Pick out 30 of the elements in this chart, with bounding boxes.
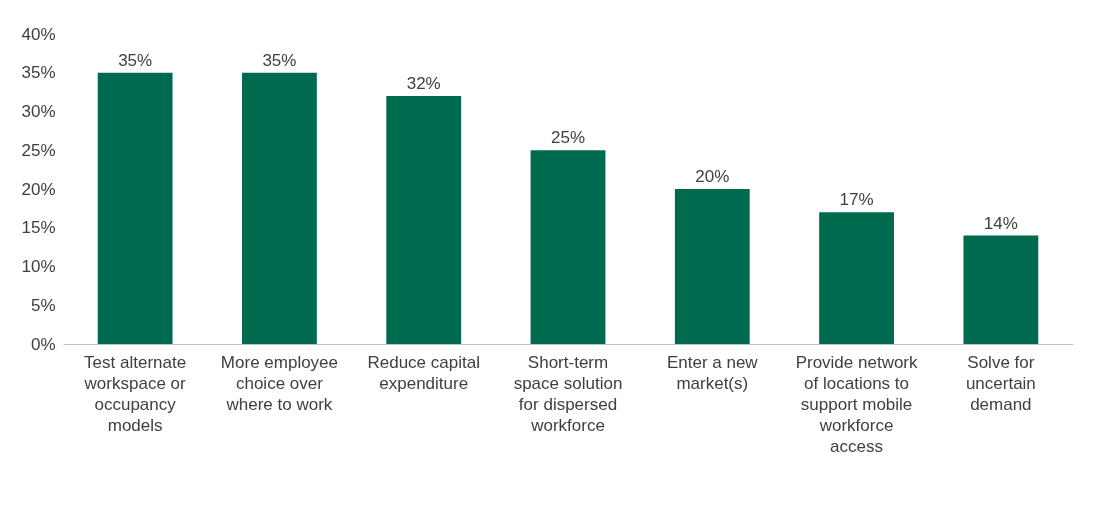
y-tick-label: 40% [21, 24, 56, 44]
bar [963, 235, 1039, 344]
y-tick-label: 20% [21, 179, 56, 199]
bar [242, 72, 317, 344]
bar [674, 189, 750, 344]
data-label: 25% [550, 128, 586, 148]
y-tick-label: 30% [21, 102, 56, 121]
y-tick-label: 5% [30, 295, 56, 315]
data-label: 35% [262, 50, 297, 70]
y-tick-label: 10% [21, 257, 56, 276]
data-label: 35% [118, 50, 153, 70]
y-tick-label: 0% [30, 334, 56, 354]
x-tick-label: Test alternate workspace or occupancy models [83, 352, 187, 435]
data-label: 32% [406, 74, 441, 93]
y-tick-label: 25% [21, 140, 56, 160]
bar [819, 212, 894, 344]
x-tick-label: Provide network of locations to support mobile workforce access [795, 352, 919, 456]
y-tick-label: 15% [21, 218, 56, 238]
data-label: 14% [983, 213, 1018, 233]
bar [530, 150, 606, 344]
data-label: 17% [839, 190, 874, 210]
x-tick-label: More employee choice over where to work [220, 352, 339, 414]
bar [386, 96, 462, 344]
x-tick-label: Short-term space solution for dispersed workforce [513, 352, 623, 435]
y-tick-label: 35% [21, 63, 56, 83]
x-tick-label: Enter a new market(s) [666, 352, 759, 393]
data-label: 20% [695, 167, 730, 186]
bar [97, 72, 173, 344]
x-tick-label: Solve for uncertain demand [965, 352, 1036, 414]
x-tick-label: Reduce capital expenditure [367, 352, 480, 393]
